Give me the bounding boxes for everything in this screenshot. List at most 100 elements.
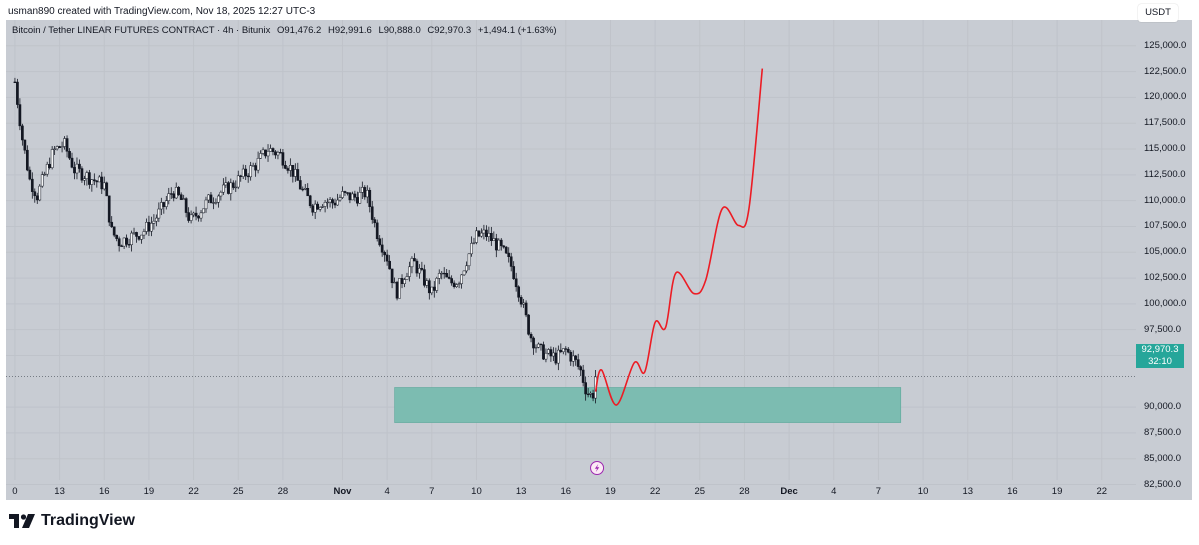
candle-up xyxy=(40,174,44,187)
candle-up xyxy=(102,182,106,190)
candle-up xyxy=(482,229,486,234)
candle-down xyxy=(95,180,99,183)
candle-up xyxy=(241,168,245,177)
ohlc-open: O91,476.2 xyxy=(276,25,322,36)
price-tick-label: 112,500.0 xyxy=(1144,168,1186,180)
candle-up xyxy=(398,278,401,299)
ohlc-high: H92,991.6 xyxy=(327,25,372,36)
candle-down xyxy=(286,168,290,171)
candle-up xyxy=(470,243,473,255)
candle-down xyxy=(296,169,300,181)
candle-down xyxy=(28,169,32,180)
ohlc-low: L90,888.0 xyxy=(378,25,421,36)
price-tick-label: 87,500.0 xyxy=(1144,426,1181,438)
candle-up xyxy=(222,184,225,193)
candle-up xyxy=(487,232,491,237)
candle-up xyxy=(75,163,79,174)
candle-up xyxy=(269,148,272,152)
candle-down xyxy=(333,202,337,206)
candle-up xyxy=(90,179,94,185)
candle-up xyxy=(360,187,364,193)
candle-down xyxy=(353,193,357,198)
candle-up xyxy=(192,212,195,216)
candle-down xyxy=(559,349,563,353)
currency-badge[interactable]: USDT xyxy=(1138,4,1178,22)
attribution-text: usman890 created with TradingView.com, N… xyxy=(8,6,316,17)
candle-down xyxy=(542,344,545,360)
price-tick-label: 100,000.0 xyxy=(1144,297,1187,309)
price-scale[interactable]: 125,000.0 122,500.0 120,000.0 117,500.0 115,… xyxy=(1136,20,1192,500)
candle-down xyxy=(209,194,213,204)
candle-down xyxy=(485,229,488,237)
candle-up xyxy=(323,202,327,207)
candle-up xyxy=(303,188,307,190)
candle-down xyxy=(271,148,275,152)
candle-down xyxy=(420,268,424,270)
candle-up xyxy=(55,146,59,150)
candle-down xyxy=(524,302,528,316)
price-chart[interactable] xyxy=(6,20,1192,500)
plot-area[interactable] xyxy=(6,20,1136,500)
candle-up xyxy=(167,193,171,201)
candle-down xyxy=(110,221,114,228)
candle-up xyxy=(207,194,210,201)
candle-up xyxy=(219,191,223,197)
candle-up xyxy=(224,182,228,186)
candle-up xyxy=(556,349,560,364)
candle-up xyxy=(122,237,126,247)
candle-up xyxy=(83,178,86,181)
candle-down xyxy=(65,138,69,152)
candle-up xyxy=(472,242,476,244)
candle-up xyxy=(212,202,215,204)
candle-down xyxy=(21,125,24,141)
candle-down xyxy=(100,176,104,190)
candle-up xyxy=(467,253,471,267)
current-price-value: 92,970.3 xyxy=(1141,344,1179,355)
candle-down xyxy=(539,343,543,346)
candle-down xyxy=(264,149,267,157)
candle-up xyxy=(182,198,186,200)
time-tick-label: 22 xyxy=(188,486,199,497)
time-tick-label: 16 xyxy=(560,486,572,497)
candle-down xyxy=(499,239,503,247)
candle-down xyxy=(388,260,391,270)
candle-down xyxy=(554,352,558,364)
candle-down xyxy=(509,256,513,267)
price-tick-label: 90,000.0 xyxy=(1144,401,1181,413)
candle-down xyxy=(370,206,374,220)
time-tick-label: 25 xyxy=(232,486,244,497)
candle-down xyxy=(117,238,121,247)
price-tick-label: 110,000.0 xyxy=(1144,194,1186,206)
candle-up xyxy=(152,220,156,224)
candle-up xyxy=(561,348,565,353)
candle-down xyxy=(88,172,91,185)
price-change: +1,494.1 (+1.63%) xyxy=(477,25,557,36)
candle-up xyxy=(251,165,255,167)
candle-up xyxy=(437,273,441,279)
candle-down xyxy=(380,244,384,253)
candle-up xyxy=(199,212,203,219)
candle-down xyxy=(172,193,176,199)
candle-down xyxy=(390,268,394,284)
candle-down xyxy=(33,191,37,197)
candle-down xyxy=(80,168,84,181)
price-tick-label: 85,000.0 xyxy=(1144,452,1181,464)
candle-up xyxy=(410,258,414,268)
candle-down xyxy=(489,232,493,241)
candle-down xyxy=(107,195,111,223)
candle-down xyxy=(35,195,39,201)
candle-down xyxy=(517,286,520,298)
candle-up xyxy=(293,169,297,177)
candle-up xyxy=(132,232,136,234)
chart-panel[interactable]: Bitcoin / Tether LINEAR FUTURES CONTRACT… xyxy=(6,20,1192,500)
candle-up xyxy=(45,164,49,175)
candle-up xyxy=(435,278,439,291)
time-tick-label: 4 xyxy=(831,486,837,497)
price-tick-label: 125,000.0 xyxy=(1144,39,1187,51)
candle-down xyxy=(519,297,523,305)
footer-brand[interactable]: TradingView xyxy=(9,512,135,530)
time-tick-label: 7 xyxy=(429,486,435,497)
candle-up xyxy=(97,176,101,183)
candle-down xyxy=(413,258,416,262)
time-tick-label: 7 xyxy=(875,486,882,497)
